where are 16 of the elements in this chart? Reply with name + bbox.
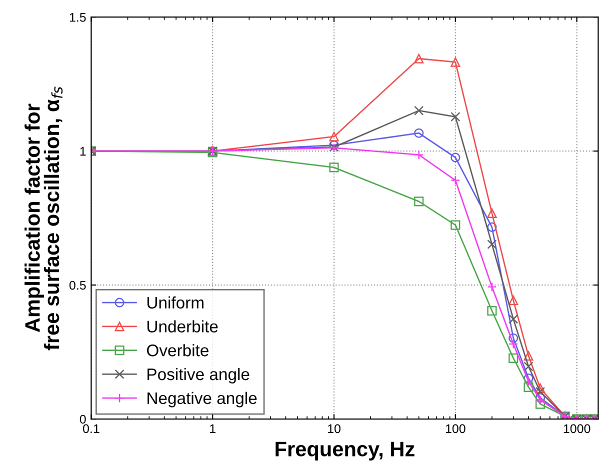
y-tick-label: 1	[80, 147, 86, 156]
legend-label: Uniform	[147, 296, 204, 309]
x-axis-title: Frequency, Hz	[276, 442, 414, 461]
y-tick-label: 0.5	[69, 280, 86, 290]
legend-label: Negative angle	[148, 392, 257, 408]
legend-label: Underbite	[147, 320, 218, 332]
x-tick-label: 1000	[564, 424, 590, 434]
y-axis-title: Amplification factor for free surface oscillation, α$_{fs}$	[24, 86, 63, 350]
legend-label: Overbite	[146, 344, 208, 356]
x-tick-label: 1	[210, 424, 216, 433]
y-tick-label: 0	[80, 414, 86, 424]
x-tick-label: 0.1	[83, 424, 100, 434]
x-tick-label: 100	[446, 424, 466, 434]
legend-label: Positive angle	[148, 368, 250, 384]
y-tick-label: 1.5	[70, 13, 86, 22]
x-tick-label: 10	[328, 424, 340, 434]
